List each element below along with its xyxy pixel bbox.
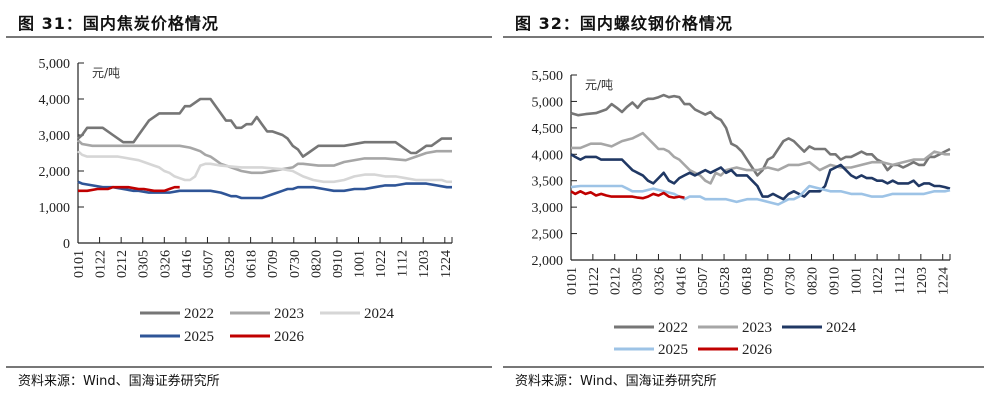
x-tick-label: 0416 <box>180 250 195 278</box>
x-tick-label: 0730 <box>288 250 303 278</box>
legend-label: 2023 <box>274 306 304 322</box>
series-line-2023 <box>571 131 950 185</box>
x-tick-label: 1203 <box>915 267 930 295</box>
legend-label: 2025 <box>184 329 214 345</box>
title-rule <box>503 36 984 38</box>
figure-title: 图 31：国内焦炭价格情况 <box>18 14 219 33</box>
legend-label: 2024 <box>364 306 395 322</box>
y-tick-label: 3,500 <box>532 175 564 190</box>
legend-label: 2025 <box>658 342 688 358</box>
x-tick-label: 0305 <box>631 267 646 295</box>
legend-label: 2023 <box>742 320 772 336</box>
y-tick-label: 0 <box>63 237 70 252</box>
y-tick-label: 5,500 <box>532 69 564 84</box>
source-rule <box>503 366 984 368</box>
series-line-2022 <box>570 93 951 177</box>
x-tick-label: 0618 <box>740 267 755 295</box>
y-tick-label: 2,500 <box>532 228 564 243</box>
x-tick-label: 0122 <box>587 267 602 295</box>
x-tick-label: 0122 <box>94 250 109 278</box>
series-line-2022 <box>77 97 452 158</box>
x-tick-label: 1022 <box>374 250 389 278</box>
x-tick-label: 0507 <box>201 250 216 278</box>
y-tick-label: 3,000 <box>39 129 71 144</box>
y-tick-label: 4,000 <box>532 148 564 163</box>
x-tick-label: 0212 <box>115 250 130 278</box>
legend-label: 2024 <box>826 320 857 336</box>
x-tick-label: 1112 <box>893 267 908 294</box>
x-tick-label: 0326 <box>652 267 667 295</box>
unit-label: 元/吨 <box>585 78 613 92</box>
source-note: 资料来源：Wind、国海证券研究所 <box>18 374 220 389</box>
x-tick-label: 0910 <box>827 267 842 295</box>
x-tick-label: 0820 <box>309 250 324 278</box>
x-tick-label: 0416 <box>674 267 689 295</box>
x-tick-label: 0305 <box>137 250 152 278</box>
y-tick-label: 2,000 <box>39 165 71 180</box>
unit-label: 元/吨 <box>92 66 120 80</box>
x-tick-label: 0709 <box>266 250 281 278</box>
y-tick-label: 4,000 <box>39 93 71 108</box>
x-tick-label: 0101 <box>72 250 87 278</box>
y-tick-label: 4,500 <box>532 122 564 137</box>
source-rule <box>6 366 492 368</box>
x-tick-label: 1224 <box>439 250 454 278</box>
x-tick-label: 1112 <box>396 250 411 277</box>
legend-label: 2022 <box>184 306 214 322</box>
x-tick-label: 1001 <box>849 267 864 295</box>
y-tick-label: 3,000 <box>532 201 564 216</box>
legend-label: 2026 <box>742 342 773 358</box>
y-tick-label: 1,000 <box>39 201 71 216</box>
source-note: 资料来源：Wind、国海证券研究所 <box>515 374 717 389</box>
x-tick-label: 0730 <box>784 267 799 295</box>
series-line-2024 <box>77 150 452 184</box>
series-line-2025 <box>570 184 951 206</box>
x-tick-label: 1001 <box>353 250 368 278</box>
y-tick-label: 2,000 <box>532 254 564 269</box>
x-tick-label: 0910 <box>331 250 346 278</box>
coke-price-chart: 0 1,000 2,000 3,000 4,000 5,000 0101 0122 0212 03… <box>39 57 454 345</box>
x-tick-label: 1022 <box>871 267 886 295</box>
x-tick-label: 0326 <box>158 250 173 278</box>
x-tick-label: 0709 <box>762 267 777 295</box>
rebar-price-chart: 2,000 2,500 3,000 3,500 4,000 4,500 5,000 5,500… <box>532 69 952 358</box>
series-line-2024 <box>570 153 951 201</box>
title-rule <box>6 36 492 38</box>
x-tick-label: 0212 <box>609 267 624 295</box>
x-tick-label: 0507 <box>696 267 711 295</box>
y-tick-label: 5,000 <box>39 57 71 72</box>
x-tick-label: 0618 <box>245 250 260 278</box>
x-tick-label: 1224 <box>937 267 952 295</box>
x-tick-label: 1203 <box>417 250 432 278</box>
legend-label: 2026 <box>274 329 305 345</box>
x-tick-label: 0101 <box>565 267 580 295</box>
x-tick-label: 0528 <box>223 250 238 278</box>
y-tick-label: 5,000 <box>532 95 564 110</box>
figure-title: 图 32：国内螺纹钢价格情况 <box>515 14 733 33</box>
x-tick-label: 0820 <box>806 267 821 295</box>
legend-label: 2022 <box>658 320 688 336</box>
x-tick-label: 0528 <box>718 267 733 295</box>
series-line-2025 <box>77 180 452 200</box>
